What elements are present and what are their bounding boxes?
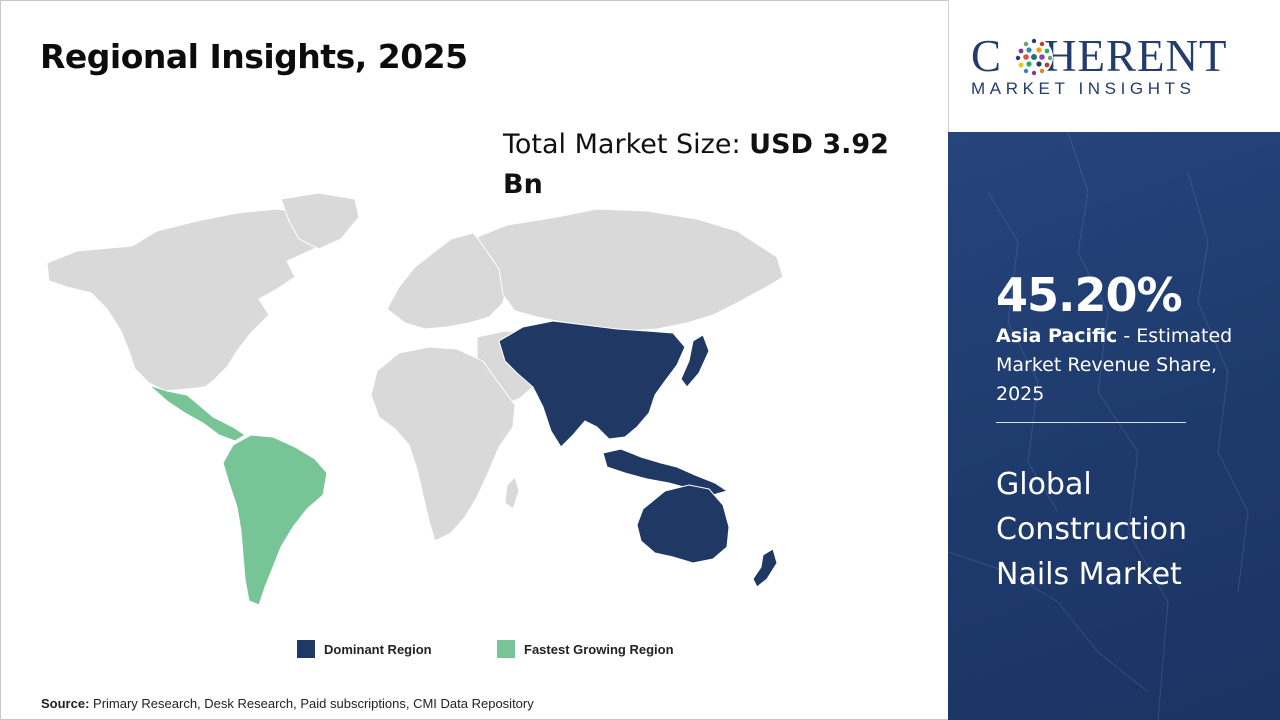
highlight-panel: 45.20% Asia Pacific - Estimated Market R… — [948, 132, 1280, 720]
dominant-label: Dominant Region — [324, 641, 432, 657]
panel-divider — [996, 422, 1186, 423]
market-size-label: Total Market Size: — [503, 129, 741, 160]
dominant-swatch — [297, 640, 315, 658]
southeast-asia-islands — [602, 448, 729, 496]
content-panel: Regional Insights, 2025 Total Market Siz… — [1, 1, 948, 719]
legend-fastest: Fastest Growing Region — [497, 640, 674, 658]
central-america-region — [148, 384, 246, 442]
share-description: Asia Pacific - Estimated Market Revenue … — [996, 322, 1256, 409]
market-size-value: USD 3.92 Bn — [503, 129, 889, 200]
market-name: Global Construction Nails Market — [996, 467, 1188, 592]
share-value: 45.20% — [996, 268, 1183, 322]
australia-region — [636, 484, 730, 564]
share-region: Asia Pacific — [996, 325, 1118, 347]
source-label: Source: — [41, 696, 90, 711]
logo-subtitle: MARKET INSIGHTS — [971, 79, 1196, 98]
greenland-region — [280, 192, 360, 250]
north-america-region — [46, 208, 338, 392]
globe-dots-icon — [1015, 38, 1053, 76]
logo-letters-herent: HERENT — [1044, 31, 1228, 81]
brand-logo: C HERENT MARKET INSIGHTS — [948, 0, 1280, 132]
share-desc-text: - Estimated Market Revenue Share, 2025 — [996, 325, 1233, 405]
fastest-label: Fastest Growing Region — [524, 641, 674, 657]
japan-region — [680, 334, 710, 388]
north-asia-region — [476, 208, 784, 332]
logo-letter-c: C — [971, 31, 1003, 81]
new-zealand-region — [752, 548, 778, 588]
page-title: Regional Insights, 2025 — [40, 37, 468, 76]
south-america-region — [222, 434, 328, 606]
logo-wordmark: C HERENT — [971, 30, 1228, 82]
total-market-size: Total Market Size: USD 3.92 Bn — [503, 125, 903, 205]
fastest-swatch — [497, 640, 515, 658]
asia-pacific-region — [498, 320, 686, 448]
legend-dominant: Dominant Region — [297, 640, 432, 658]
source-note: Source: Primary Research, Desk Research,… — [41, 696, 534, 711]
source-text: Primary Research, Desk Research, Paid su… — [93, 696, 534, 711]
panel-map-texture — [948, 132, 1249, 720]
world-map — [46, 192, 784, 606]
madagascar-region — [504, 476, 520, 510]
africa-region — [370, 346, 516, 542]
